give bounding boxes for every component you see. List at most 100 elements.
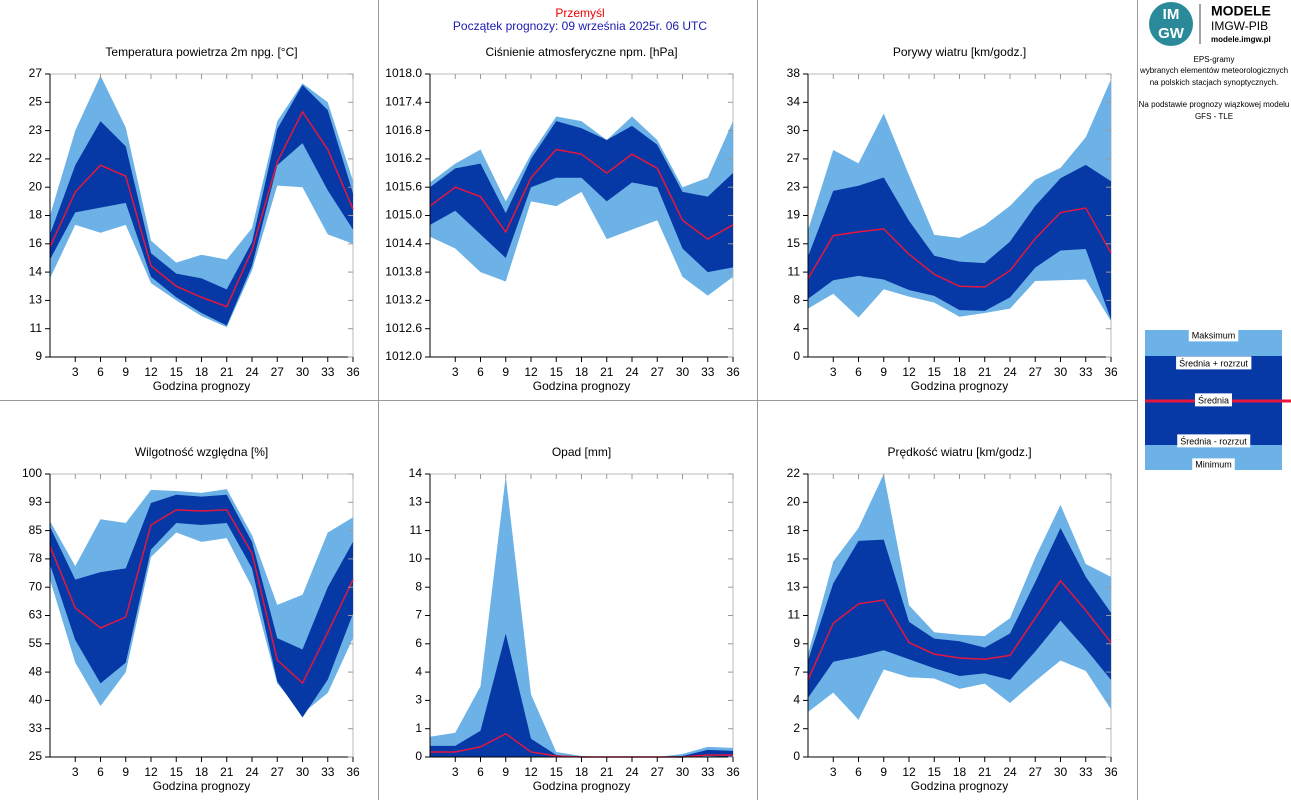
x-tick-label: 6 <box>97 765 104 779</box>
x-tick-label: 30 <box>676 765 690 779</box>
y-tick-label: 4 <box>793 321 800 335</box>
y-tick-label: 1 <box>415 721 422 735</box>
x-tick-label: 36 <box>726 365 740 379</box>
x-tick-label: 15 <box>550 765 564 779</box>
x-tick-label: 12 <box>524 765 538 779</box>
x-tick-label: 9 <box>502 365 509 379</box>
forecast-start: Początek prognozy: 09 września 2025r. 06… <box>453 19 707 33</box>
legend-label: Maksimum <box>1192 330 1236 340</box>
x-tick-label: 27 <box>1029 765 1043 779</box>
x-tick-label: 24 <box>625 365 639 379</box>
x-tick-label: 12 <box>902 765 916 779</box>
x-tick-label: 15 <box>170 765 184 779</box>
x-tick-label: 33 <box>321 765 335 779</box>
x-tick-label: 21 <box>600 365 614 379</box>
y-tick-label: 30 <box>787 123 801 137</box>
description-line: na polskich stacjach synoptycznych. <box>1150 78 1279 87</box>
x-tick-label: 27 <box>651 365 665 379</box>
y-tick-label: 1013.8 <box>385 264 422 278</box>
y-tick-label: 18 <box>787 523 801 537</box>
y-tick-label: 1016.2 <box>385 151 422 165</box>
chart-title: Wilgotność względna [%] <box>135 445 268 459</box>
legend-label: Minimum <box>1195 459 1232 469</box>
x-axis-label: Godzina prognozy <box>153 379 250 393</box>
x-tick-label: 24 <box>1003 365 1017 379</box>
y-tick-label: 9 <box>793 636 800 650</box>
mean-line <box>429 148 734 240</box>
x-tick-label: 3 <box>452 365 459 379</box>
spread-band <box>808 164 1111 320</box>
y-tick-label: 4 <box>793 693 800 707</box>
mean-line <box>807 207 1112 288</box>
y-tick-label: 15 <box>787 236 801 250</box>
spread-band <box>430 633 733 757</box>
x-tick-label: 18 <box>575 765 589 779</box>
x-axis-label: Godzina prognozy <box>153 779 250 793</box>
x-tick-label: 18 <box>575 365 589 379</box>
x-tick-label: 30 <box>1054 365 1068 379</box>
legend-label: Średnia <box>1198 394 1229 405</box>
x-tick-label: 9 <box>880 765 887 779</box>
logo-subtitle: IMGW-PIB <box>1211 19 1268 33</box>
x-tick-label: 9 <box>880 365 887 379</box>
description-line: Na podstawie prognozy wiązkowej modelu <box>1139 100 1290 109</box>
y-tick-label: 13 <box>29 293 43 307</box>
legend-label-bg <box>1177 434 1251 448</box>
x-tick-label: 15 <box>170 365 184 379</box>
x-tick-label: 24 <box>245 365 259 379</box>
x-axis-label: Godzina prognozy <box>911 779 1008 793</box>
y-tick-label: 1012.6 <box>385 321 422 335</box>
y-tick-label: 9 <box>35 349 42 363</box>
chart-title: Porywy wiatru [km/godz.] <box>893 45 1026 59</box>
x-axis-label: Godzina prognozy <box>911 379 1008 393</box>
chart-title: Ciśnienie atmosferyczne npm. [hPa] <box>485 45 677 59</box>
legend-label-bg <box>1188 329 1239 342</box>
x-tick-label: 12 <box>144 765 158 779</box>
x-tick-label: 3 <box>72 765 79 779</box>
x-tick-label: 24 <box>245 765 259 779</box>
y-tick-label: 70 <box>29 579 43 593</box>
x-tick-label: 6 <box>97 365 104 379</box>
x-tick-label: 6 <box>855 765 862 779</box>
x-tick-label: 12 <box>902 365 916 379</box>
x-axis-label: Godzina prognozy <box>533 379 630 393</box>
y-tick-label: 1013.2 <box>385 293 422 307</box>
y-tick-label: 2 <box>793 721 800 735</box>
y-tick-label: 25 <box>29 749 43 763</box>
y-tick-label: 8 <box>793 293 800 307</box>
x-tick-label: 6 <box>855 365 862 379</box>
station-name: Przemyśl <box>555 6 604 20</box>
y-tick-label: 1017.4 <box>385 94 422 108</box>
y-tick-label: 14 <box>409 466 423 480</box>
y-tick-label: 22 <box>29 151 43 165</box>
x-tick-label: 33 <box>321 365 335 379</box>
x-tick-label: 27 <box>1029 365 1043 379</box>
x-tick-label: 21 <box>220 765 234 779</box>
x-tick-label: 18 <box>953 365 967 379</box>
x-tick-label: 33 <box>701 365 715 379</box>
x-tick-label: 9 <box>122 365 129 379</box>
mean-line <box>49 509 354 685</box>
y-tick-label: 13 <box>409 494 423 508</box>
x-tick-label: 6 <box>477 765 484 779</box>
x-tick-label: 33 <box>1079 765 1093 779</box>
x-tick-label: 30 <box>296 765 310 779</box>
y-tick-label: 0 <box>415 749 422 763</box>
logo-title: MODELE <box>1211 3 1271 19</box>
mean-line <box>49 110 354 308</box>
y-tick-label: 33 <box>29 721 43 735</box>
x-tick-label: 21 <box>978 765 992 779</box>
y-tick-label: 38 <box>787 66 801 80</box>
spread-band <box>50 85 353 326</box>
y-tick-label: 1015.0 <box>385 208 422 222</box>
x-tick-label: 9 <box>502 765 509 779</box>
x-tick-label: 3 <box>830 765 837 779</box>
y-tick-label: 1014.4 <box>385 236 422 250</box>
x-tick-label: 27 <box>271 365 285 379</box>
y-tick-label: 0 <box>793 749 800 763</box>
x-tick-label: 12 <box>524 365 538 379</box>
y-tick-label: 4 <box>415 664 422 678</box>
